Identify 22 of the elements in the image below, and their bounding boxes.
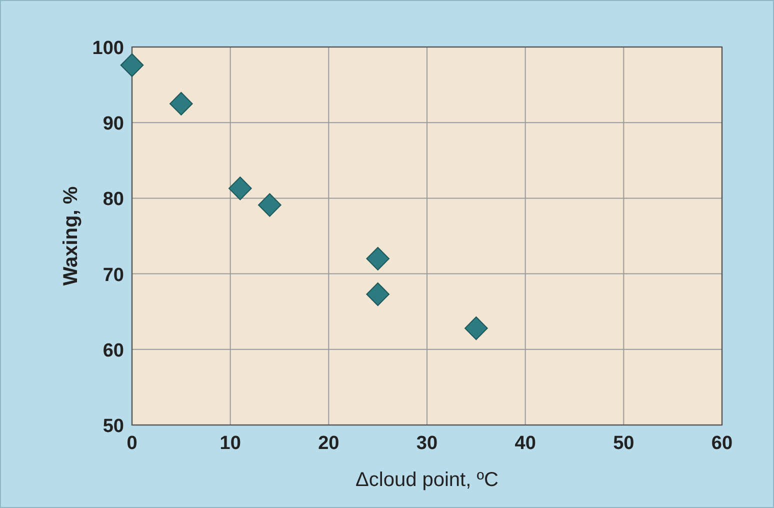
y-axis-title: Waxing, %: [60, 186, 82, 286]
x-tick-label: 20: [318, 433, 340, 454]
y-tick-label: 60: [102, 340, 124, 362]
point: [170, 92, 193, 116]
x-axis-title: Δcloud point, ºC: [356, 469, 498, 491]
y-tick-label: 80: [102, 189, 124, 210]
x-tick-label: 50: [613, 433, 634, 454]
y-tick-label: 100: [92, 38, 124, 59]
x-tick-label: 60: [711, 433, 733, 454]
y-tick-label: 90: [102, 114, 124, 135]
y-tick-label: 70: [102, 264, 124, 286]
point: [464, 316, 488, 340]
point: [366, 282, 390, 306]
point: [366, 246, 390, 270]
x-tick-label: 40: [514, 433, 536, 454]
y-tick-label: 50: [102, 416, 124, 437]
x-tick-label: 0: [126, 433, 138, 454]
x-tick-label: 10: [220, 433, 241, 454]
x-tick-label: 30: [416, 433, 438, 454]
point: [120, 53, 144, 77]
point: [228, 176, 252, 200]
point: [258, 193, 282, 217]
